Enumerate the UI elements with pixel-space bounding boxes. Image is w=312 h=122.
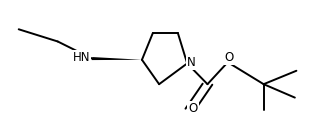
Polygon shape <box>92 57 142 60</box>
Text: HN: HN <box>73 51 90 64</box>
Text: O: O <box>188 102 197 115</box>
Text: N: N <box>187 56 195 69</box>
Text: O: O <box>225 51 234 64</box>
